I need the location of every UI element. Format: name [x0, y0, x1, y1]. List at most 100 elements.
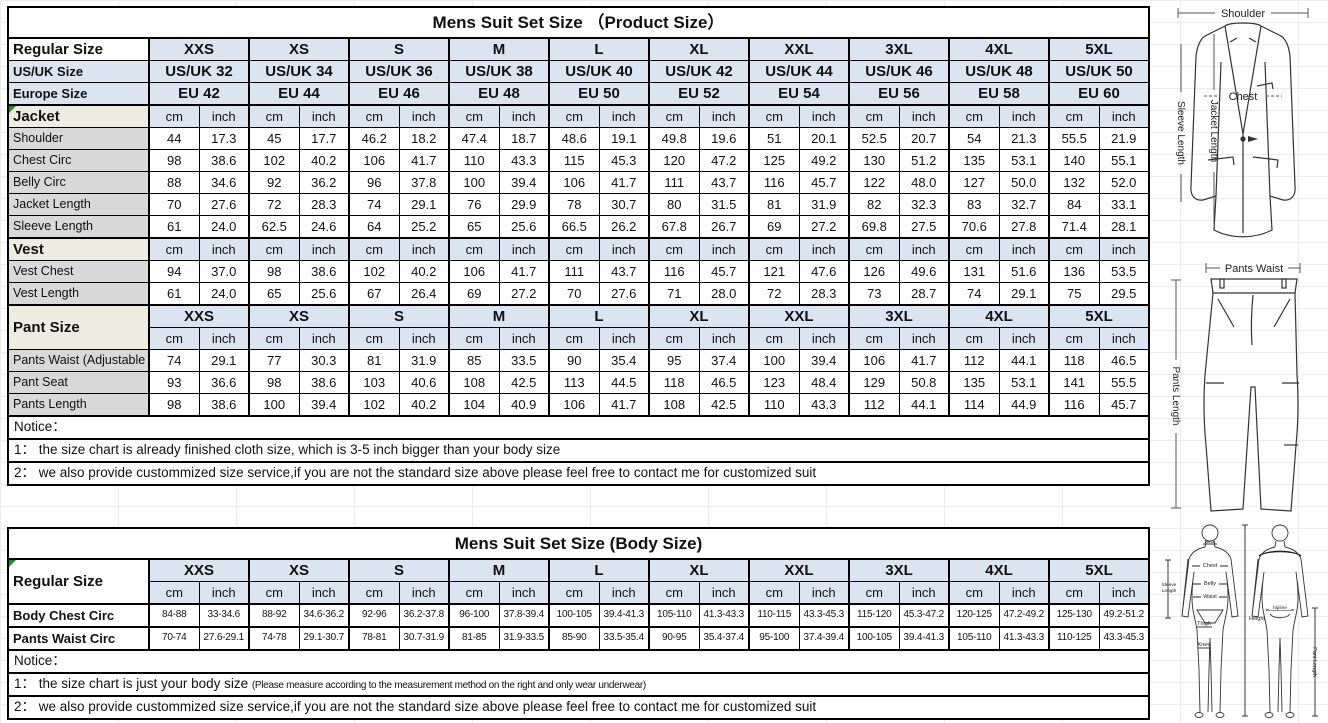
size-header: M — [448, 37, 550, 61]
row-label: Belly Circ — [7, 171, 150, 194]
product-unit-inch: inch — [898, 104, 950, 128]
jacket-length-measure-label: Jacket Length — [1208, 100, 1219, 162]
inch-value: 41.7 — [498, 260, 550, 283]
inch-value: 28.0 — [698, 282, 750, 306]
body-unit-cm: cm — [948, 581, 1000, 605]
product-unit-cm: cm — [448, 104, 500, 128]
sleeve-length-label-2: Length — [1162, 588, 1177, 594]
pant-size-header: XL — [648, 304, 750, 328]
product-unit-cm: cm — [748, 237, 800, 261]
inch-value: 46.5 — [1098, 349, 1150, 372]
product-unit-inch: inch — [998, 237, 1050, 261]
cm-value: 118 — [648, 371, 700, 394]
product-unit-cm: cm — [248, 237, 300, 261]
cm-value: 74 — [348, 193, 400, 216]
product-unit-inch: inch — [1098, 237, 1150, 261]
inch-value: 28.3 — [798, 282, 850, 306]
notice-line: 2： we also provide custommized size serv… — [7, 695, 1150, 720]
cm-value: 75 — [1048, 282, 1100, 306]
size-header: XL — [648, 37, 750, 61]
inch-value: 43.3-45.3 — [1098, 626, 1150, 651]
eu-value: EU 52 — [648, 82, 750, 106]
cm-value: 100-105 — [548, 603, 600, 628]
inch-value: 24.0 — [198, 215, 250, 239]
body-unit-cm: cm — [248, 581, 300, 605]
pant-unit-inch: inch — [898, 327, 950, 350]
inch-value: 49.2-51.2 — [1098, 603, 1150, 628]
cm-value: 122 — [848, 171, 900, 194]
product-unit-inch: inch — [198, 104, 250, 128]
notice-text: 1： the size chart is just your body size — [14, 676, 252, 692]
shoulder-measure-label: Shoulder — [1221, 8, 1265, 20]
cm-value: 84 — [1048, 193, 1100, 216]
chest-measure-label: Chest — [1229, 91, 1258, 103]
inch-value: 49.2 — [798, 149, 850, 172]
cm-value: 47.4 — [448, 127, 500, 150]
row-label: Shoulder — [7, 127, 150, 150]
body-unit-cm: cm — [1048, 581, 1100, 605]
inch-value: 43.3-45.3 — [798, 603, 850, 628]
measurement-diagrams: Shoulder — [1158, 0, 1328, 723]
product-unit-cm: cm — [848, 237, 900, 261]
row-label: Vest Chest — [7, 260, 150, 283]
notice-line: 2： we also provide custommized size serv… — [7, 461, 1150, 486]
cm-value: 69.8 — [848, 215, 900, 239]
inch-value: 40.2 — [398, 260, 450, 283]
inch-value: 30.3 — [298, 349, 350, 372]
cm-value: 51 — [748, 127, 800, 150]
cm-value: 120 — [648, 149, 700, 172]
inch-value: 44.5 — [598, 371, 650, 394]
inch-value: 49.6 — [898, 260, 950, 283]
cm-value: 106 — [348, 149, 400, 172]
product-unit-cm: cm — [648, 104, 700, 128]
inch-value: 38.6 — [198, 393, 250, 417]
body-unit-inch: inch — [698, 581, 750, 605]
cm-value: 102 — [348, 393, 400, 417]
inch-value: 51.2 — [898, 149, 950, 172]
product-unit-inch: inch — [298, 237, 350, 261]
cm-value: 110 — [448, 149, 500, 172]
us-uk-value: US/UK 46 — [848, 60, 950, 83]
product-unit-inch: inch — [898, 237, 950, 261]
product-unit-cm: cm — [348, 104, 400, 128]
cm-value: 98 — [248, 260, 300, 283]
eu-value: EU 50 — [548, 82, 650, 106]
pant-unit-cm: cm — [148, 327, 200, 350]
cm-value: 88-92 — [248, 603, 300, 628]
inch-value: 34.6 — [198, 171, 250, 194]
cm-value: 52.5 — [848, 127, 900, 150]
body-unit-inch: inch — [1098, 581, 1150, 605]
product-unit-cm: cm — [548, 104, 600, 128]
inch-value: 37.4 — [698, 349, 750, 372]
cm-value: 115-120 — [848, 603, 900, 628]
cm-value: 108 — [448, 371, 500, 394]
size-header: XXS — [148, 37, 250, 61]
cm-value: 72 — [248, 193, 300, 216]
cm-value: 115 — [548, 149, 600, 172]
cm-value: 71.4 — [1048, 215, 1100, 239]
inch-value: 19.1 — [598, 127, 650, 150]
row-label: Pants Waist (Adjustable — [7, 349, 150, 372]
inch-value: 27.6 — [198, 193, 250, 216]
size-header: 4XL — [948, 37, 1050, 61]
section-label-vest: Vest — [7, 237, 150, 261]
cm-value: 55.5 — [1048, 127, 1100, 150]
cm-value: 108 — [648, 393, 700, 417]
cm-value: 100 — [248, 393, 300, 417]
inch-value: 41.7 — [598, 393, 650, 417]
inch-value: 39.4 — [798, 349, 850, 372]
cm-value: 85 — [448, 349, 500, 372]
cm-value: 84-88 — [148, 603, 200, 628]
cm-value: 64 — [348, 215, 400, 239]
us-uk-value: US/UK 36 — [348, 60, 450, 83]
row-label: Pant Seat — [7, 371, 150, 394]
inch-value: 42.5 — [698, 393, 750, 417]
cm-value: 120-125 — [948, 603, 1000, 628]
product-unit-inch: inch — [298, 104, 350, 128]
cm-value: 93 — [148, 371, 200, 394]
inch-value: 43.7 — [598, 260, 650, 283]
inch-value: 45.7 — [798, 171, 850, 194]
cm-value: 110-125 — [1048, 626, 1100, 651]
cm-value: 111 — [648, 171, 700, 194]
eu-value: EU 42 — [148, 82, 250, 106]
